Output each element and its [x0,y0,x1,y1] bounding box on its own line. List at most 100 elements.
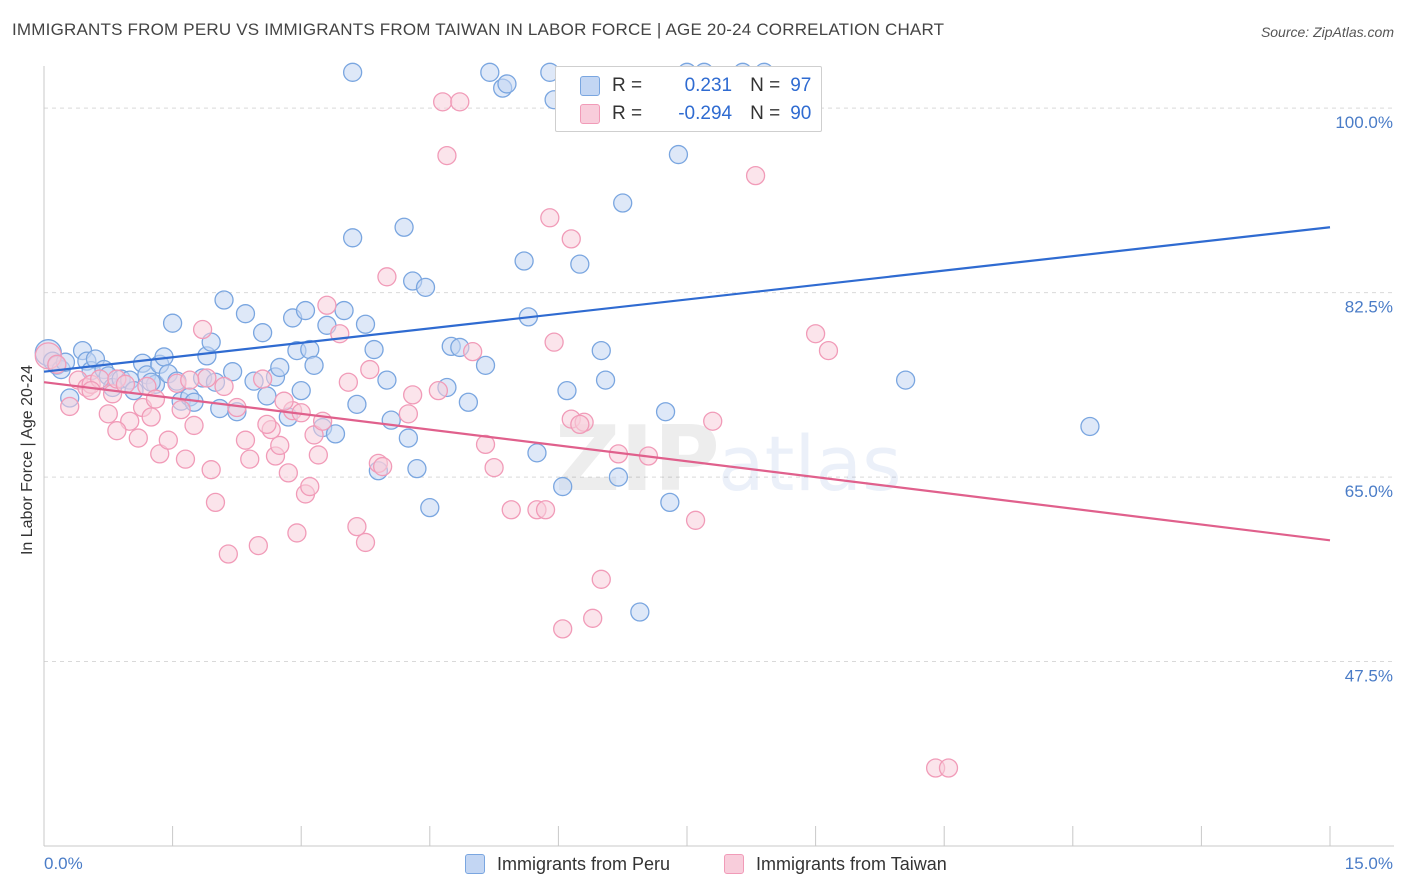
chart-title: IMMIGRANTS FROM PERU VS IMMIGRANTS FROM … [12,20,945,39]
taiwan-point [141,407,161,427]
taiwan-point [317,295,337,315]
series-peru-points [34,62,1100,622]
taiwan-point [355,532,376,553]
taiwan-point [685,510,706,530]
taiwan-point [150,444,170,464]
y-tick-label: 82.5% [1345,298,1393,317]
peru-point [557,380,577,401]
taiwan-point [818,340,839,361]
legend-r-label-peru: R = [612,75,643,96]
trend-line-peru [43,226,1331,373]
peru-point [420,497,440,518]
peru-point [377,370,397,390]
taiwan-point [252,369,273,389]
taiwan-point [561,229,581,249]
taiwan-point [360,359,380,380]
taiwan-point [403,385,423,405]
peru-point [398,428,419,448]
taiwan-point [433,92,453,112]
taiwan-point [98,404,118,424]
peru-point [325,424,346,444]
taiwan-point [484,457,504,478]
taiwan-point [583,608,603,628]
taiwan-point [535,500,556,520]
peru-point [252,323,273,343]
taiwan-point [308,445,328,465]
legend-n-label-taiwan: N = [750,103,781,124]
taiwan-point [278,463,298,483]
taiwan-point [205,492,226,513]
taiwan-point [270,435,290,456]
legend-r-value-peru: 0.231 [684,75,733,96]
x-tick-label: 15.0% [1345,854,1393,873]
x-tick-label: 0.0% [44,854,83,873]
axes [43,66,1394,847]
legend-n-value-taiwan: 90 [790,103,812,124]
taiwan-point [437,145,457,166]
peru-point [342,62,363,82]
peru-point [347,394,367,415]
taiwan-point [553,619,573,639]
peru-point [595,370,616,390]
taiwan-point [175,449,196,469]
taiwan-point [745,165,766,186]
peru-point [270,357,290,378]
legend-swatch-peru [580,76,600,96]
peru-point [608,467,629,487]
peru-point [355,314,376,334]
taiwan-point [60,396,80,417]
taiwan-point [372,456,393,477]
peru-point [214,290,234,310]
taiwan-point [300,476,320,497]
trend-lines [43,226,1331,542]
peru-point [334,300,354,321]
taiwan-point [428,380,449,401]
taiwan-point [145,389,166,409]
peru-point [527,443,547,463]
legend-row-peru: R = 0.231 N = 97 [580,72,811,100]
peru-point [655,402,676,422]
peru-point [475,355,496,376]
legend-stats-box: R = 0.231 N = 97 R = -0.294 N = 90 [555,66,822,132]
taiwan-point [591,569,611,589]
peru-point [497,74,517,94]
taiwan-point [171,399,191,420]
legend-row-taiwan: R = -0.294 N = 90 [580,100,811,128]
taiwan-point [257,414,277,435]
peru-point [235,304,256,324]
taiwan-point [450,92,470,112]
bottom-legend-swatch-peru [465,854,485,874]
taiwan-point [347,516,367,537]
taiwan-point [398,404,419,424]
peru-point [480,62,500,82]
taiwan-point [107,421,127,441]
taiwan-point [214,376,234,397]
legend-r-label-taiwan: R = [612,103,643,124]
peru-point [591,340,611,361]
taiwan-point [338,372,359,392]
taiwan-point [158,430,178,450]
peru-point [458,392,479,412]
taiwan-point [235,430,256,450]
taiwan-point [938,758,959,778]
peru-point [407,458,427,479]
peru-point [364,339,384,360]
peru-point [304,355,324,376]
taiwan-point [218,544,238,564]
peru-point [570,254,590,274]
peru-point [553,476,573,497]
taiwan-point [463,341,483,362]
tick-labels: 100.0% 82.5% 65.0% 47.5% 0.0% 15.0% [44,113,1393,873]
bottom-legend-label-taiwan: Immigrants from Taiwan [756,853,947,874]
taiwan-point [197,368,217,388]
taiwan-point [703,411,723,431]
taiwan-point [120,411,140,431]
peru-point [394,217,414,237]
taiwan-point [274,391,294,411]
peru-point [415,277,436,298]
source-label: Source: ZipAtlas.com [1260,24,1394,40]
peru-point [630,602,650,622]
peru-point [295,300,316,321]
taiwan-point [805,324,826,344]
